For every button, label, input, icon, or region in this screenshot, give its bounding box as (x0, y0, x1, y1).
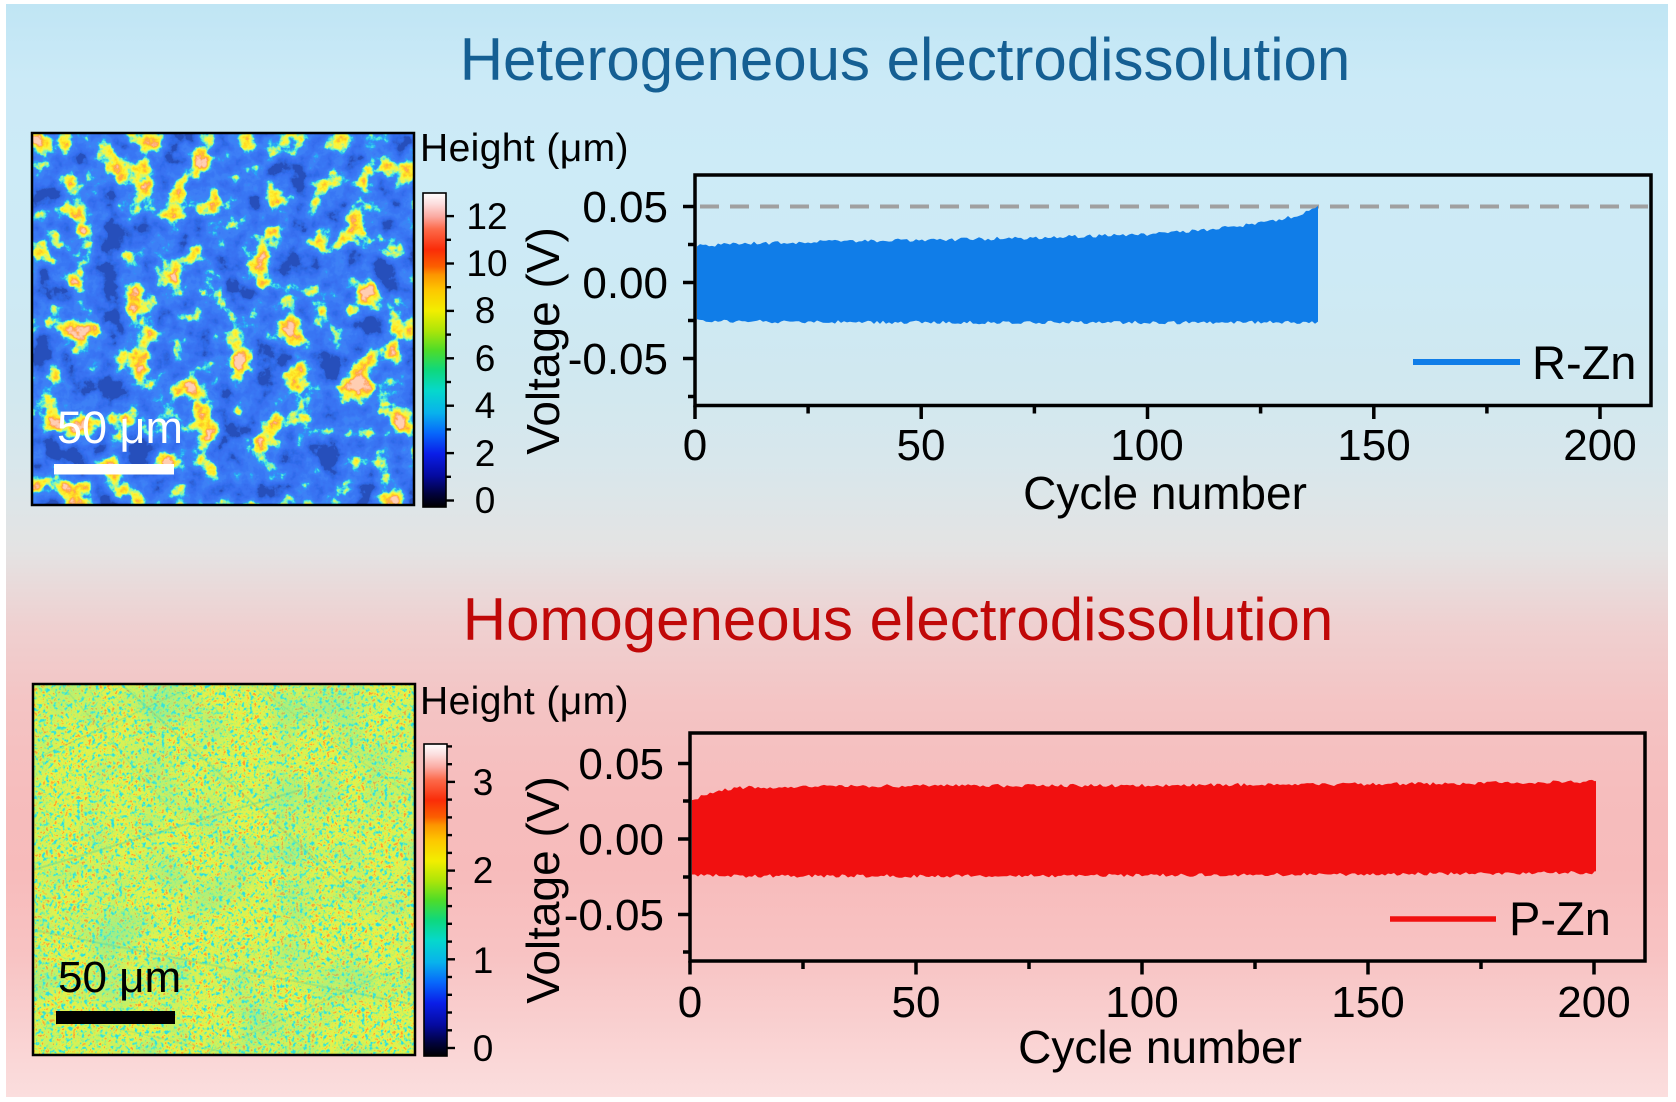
svg-text:0: 0 (683, 421, 707, 470)
svg-text:6: 6 (475, 338, 496, 379)
svg-text:Height (μm): Height (μm) (420, 680, 629, 723)
svg-text:Height (μm): Height (μm) (420, 127, 629, 170)
svg-text:0.00: 0.00 (578, 816, 664, 865)
svg-text:150: 150 (1337, 421, 1410, 470)
svg-text:-0.05: -0.05 (564, 891, 664, 940)
svg-text:50: 50 (897, 421, 946, 470)
svg-text:100: 100 (1105, 978, 1178, 1027)
svg-text:0.05: 0.05 (578, 740, 664, 789)
svg-text:50: 50 (892, 978, 941, 1027)
svg-text:0: 0 (473, 1028, 494, 1069)
svg-text:200: 200 (1563, 421, 1636, 470)
svg-text:0: 0 (678, 978, 702, 1027)
svg-text:2: 2 (473, 850, 494, 891)
svg-text:1: 1 (473, 940, 494, 981)
svg-text:200: 200 (1557, 978, 1630, 1027)
svg-text:Voltage (V): Voltage (V) (517, 776, 569, 1004)
svg-text:50 μm: 50 μm (58, 953, 181, 1002)
svg-text:-0.05: -0.05 (568, 335, 668, 384)
svg-text:Cycle number: Cycle number (1023, 467, 1307, 519)
svg-text:50 μm: 50 μm (57, 402, 183, 453)
svg-text:10: 10 (466, 243, 507, 284)
svg-text:2: 2 (475, 433, 496, 474)
svg-text:8: 8 (475, 290, 496, 331)
svg-text:0.00: 0.00 (582, 259, 668, 308)
svg-text:Voltage (V): Voltage (V) (517, 227, 569, 455)
svg-text:150: 150 (1331, 978, 1404, 1027)
svg-text:3: 3 (473, 762, 494, 803)
svg-text:100: 100 (1110, 421, 1183, 470)
svg-text:0.05: 0.05 (582, 183, 668, 232)
svg-text:R-Zn: R-Zn (1532, 336, 1636, 389)
svg-text:0: 0 (475, 480, 496, 521)
svg-text:4: 4 (475, 385, 496, 426)
svg-text:P-Zn: P-Zn (1509, 892, 1611, 945)
svg-text:Cycle number: Cycle number (1018, 1021, 1302, 1073)
svg-text:12: 12 (466, 196, 507, 237)
